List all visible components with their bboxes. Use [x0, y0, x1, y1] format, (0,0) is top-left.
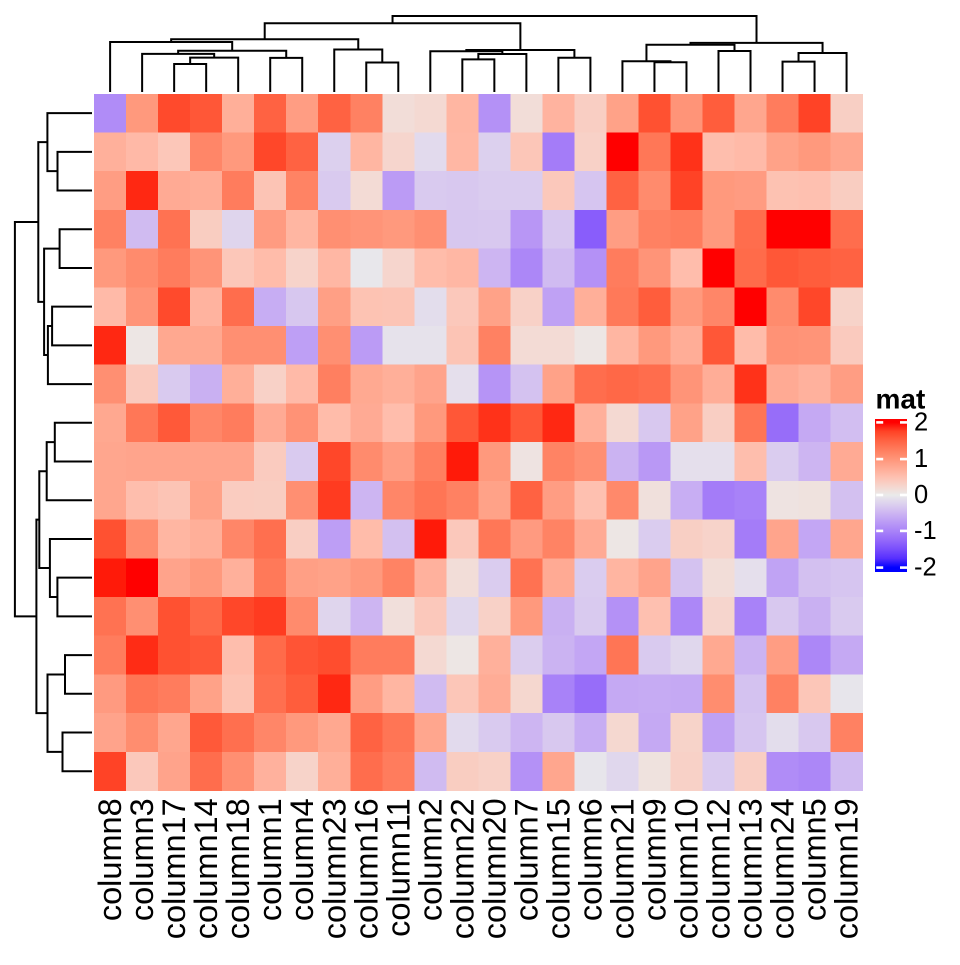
svg-text:-2: -2 [914, 554, 937, 582]
svg-text:column8: column8 [92, 798, 128, 921]
svg-text:column10: column10 [668, 798, 704, 939]
svg-text:1: 1 [914, 445, 928, 473]
svg-text:column17: column17 [156, 798, 192, 939]
svg-text:column22: column22 [444, 798, 480, 939]
svg-text:column3: column3 [124, 798, 160, 921]
svg-text:column18: column18 [220, 798, 256, 939]
svg-text:column13: column13 [733, 798, 769, 939]
svg-text:column9: column9 [636, 798, 672, 921]
svg-text:column14: column14 [188, 798, 224, 939]
svg-text:column11: column11 [380, 798, 416, 937]
svg-text:column12: column12 [700, 798, 736, 939]
svg-text:column5: column5 [797, 798, 833, 921]
svg-text:-1: -1 [914, 517, 937, 545]
svg-text:column1: column1 [252, 798, 288, 921]
svg-text:column21: column21 [604, 798, 640, 939]
svg-text:column19: column19 [829, 798, 865, 939]
svg-text:column23: column23 [316, 798, 352, 939]
svg-text:mat: mat [876, 384, 926, 415]
svg-text:column7: column7 [508, 798, 544, 921]
svg-text:column2: column2 [412, 798, 448, 921]
svg-text:0: 0 [914, 481, 928, 509]
svg-text:column16: column16 [348, 798, 384, 939]
svg-text:column15: column15 [540, 798, 576, 939]
svg-text:column20: column20 [476, 798, 512, 939]
svg-text:column4: column4 [284, 798, 320, 921]
svg-text:2: 2 [914, 408, 928, 436]
svg-text:column6: column6 [572, 798, 608, 921]
svg-text:column24: column24 [765, 798, 801, 939]
